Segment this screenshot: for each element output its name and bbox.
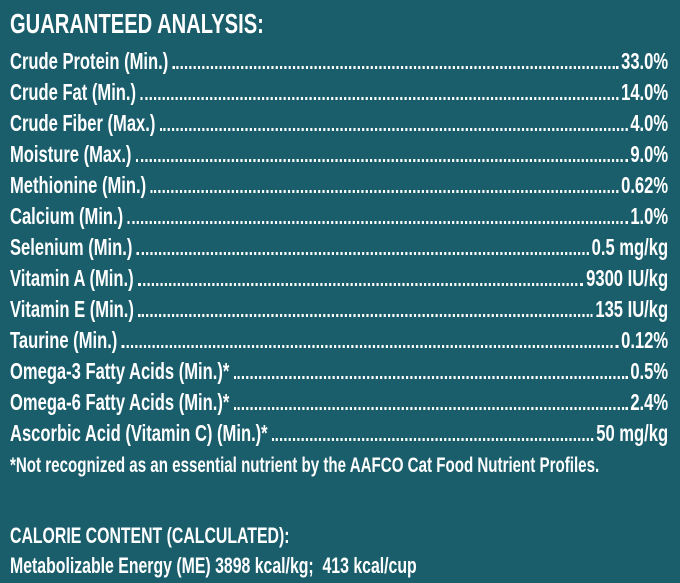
- analysis-row: Vitamin E (Min.) 135 IU/kg: [10, 294, 668, 325]
- analysis-row: Crude Fiber (Max.) 4.0%: [10, 108, 668, 139]
- analysis-row: Crude Fat (Min.) 14.0%: [10, 77, 668, 108]
- footnote: *Not recognized as an essential nutrient…: [10, 454, 600, 477]
- dot-leader: [233, 376, 628, 379]
- nutrient-value: 135 IU/kg: [595, 296, 669, 322]
- calorie-text: Metabolizable Energy (ME) 3898 kcal/kg; …: [10, 553, 417, 578]
- nutrient-label: Vitamin A (Min.): [10, 265, 134, 291]
- analysis-row: Calcium (Min.) 1.0%: [10, 201, 668, 232]
- analysis-row: Taurine (Min.) 0.12%: [10, 325, 668, 356]
- nutrient-value: 33.0%: [621, 48, 669, 74]
- dot-leader: [233, 407, 628, 410]
- dot-leader: [127, 221, 628, 224]
- dot-leader: [140, 97, 619, 100]
- dot-leader: [135, 159, 628, 162]
- analysis-row: Crude Protein (Min.) 33.0%: [10, 46, 668, 77]
- nutrient-value: 2.4%: [630, 389, 669, 415]
- nutrient-label: Omega-6 Fatty Acids (Min.)*: [10, 389, 230, 415]
- nutrient-value: 14.0%: [621, 79, 669, 105]
- analysis-panel: GUARANTEED ANALYSIS: Crude Protein (Min.…: [10, 6, 668, 581]
- nutrient-label: Selenium (Min.): [10, 234, 133, 260]
- analysis-row: Vitamin A (Min.) 9300 IU/kg: [10, 263, 668, 294]
- analysis-row: Methionine (Min.) 0.62%: [10, 170, 668, 201]
- dot-leader: [121, 345, 619, 348]
- analysis-row: Moisture (Max.) 9.0%: [10, 139, 668, 170]
- nutrient-label: Moisture (Max.): [10, 141, 132, 167]
- dot-leader: [150, 190, 619, 193]
- analysis-row: Ascorbic Acid (Vitamin C) (Min.)* 50 mg/k…: [10, 418, 668, 449]
- nutrient-label: Crude Fat (Min.): [10, 79, 137, 105]
- dot-leader: [172, 66, 619, 69]
- nutrient-label: Crude Protein (Min.): [10, 48, 169, 74]
- analysis-row: Omega-6 Fatty Acids (Min.)* 2.4%: [10, 387, 668, 418]
- dot-leader: [159, 128, 628, 131]
- nutrient-value: 50 mg/kg: [596, 420, 669, 446]
- nutrient-value: 1.0%: [630, 203, 669, 229]
- nutrient-label: Calcium (Min.): [10, 203, 124, 229]
- nutrient-value: 0.5 mg/kg: [591, 234, 669, 260]
- analysis-row: Selenium (Min.) 0.5 mg/kg: [10, 232, 668, 263]
- nutrient-value: 9300 IU/kg: [586, 265, 669, 291]
- nutrient-label: Methionine (Min.): [10, 172, 147, 198]
- nutrient-label: Crude Fiber (Max.): [10, 110, 156, 136]
- nutrient-value: 0.5%: [630, 358, 669, 384]
- dot-leader: [271, 438, 594, 441]
- analysis-list: Crude Protein (Min.) 33.0% Crude Fat (Min.…: [10, 46, 668, 449]
- nutrient-label: Taurine (Min.): [10, 327, 118, 353]
- title: GUARANTEED ANALYSIS:: [10, 8, 264, 39]
- analysis-row: Omega-3 Fatty Acids (Min.)* 0.5%: [10, 356, 668, 387]
- calorie-heading: CALORIE CONTENT (CALCULATED):: [10, 523, 290, 548]
- dot-leader: [137, 283, 584, 286]
- nutrient-value: 0.62%: [621, 172, 669, 198]
- dot-leader: [138, 314, 593, 317]
- nutrient-label: Ascorbic Acid (Vitamin C) (Min.)*: [10, 420, 268, 446]
- nutrient-value: 0.12%: [621, 327, 669, 353]
- nutrient-value: 9.0%: [630, 141, 669, 167]
- nutrient-label: Vitamin E (Min.): [10, 296, 134, 322]
- dot-leader: [136, 252, 589, 255]
- nutrient-value: 4.0%: [630, 110, 669, 136]
- nutrient-label: Omega-3 Fatty Acids (Min.)*: [10, 358, 230, 384]
